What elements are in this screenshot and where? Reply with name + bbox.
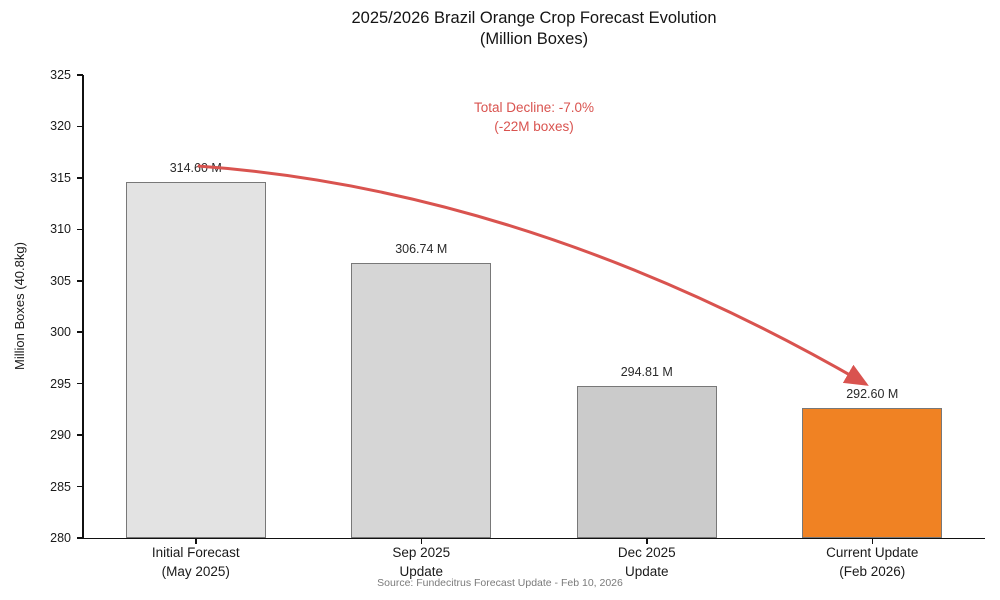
x-tick-mark [871, 538, 873, 544]
x-tick-mark [646, 538, 648, 544]
y-tick-label: 290 [50, 428, 71, 443]
bar [576, 385, 717, 538]
y-tick-label: 305 [50, 273, 71, 288]
y-axis-spine [82, 75, 84, 539]
x-tick-label-line: (Feb 2026) [839, 564, 906, 579]
y-tick-label: 285 [50, 479, 71, 494]
x-tick-label-line: Sep 2025 [392, 545, 451, 560]
y-tick-label: 320 [50, 119, 71, 134]
bar [351, 262, 492, 538]
x-tick-label-line: Update [399, 564, 444, 579]
y-tick-mark [77, 382, 83, 385]
y-tick-label: 325 [50, 68, 71, 82]
x-tick-label-line: (May 2025) [161, 564, 230, 579]
y-tick-mark [77, 177, 83, 179]
x-tick-label: Current Update (Feb 2026) [772, 543, 972, 581]
x-axis-spine [82, 537, 985, 540]
bar-value-label: 314.60 M [169, 161, 222, 175]
x-tick-label-line: Dec 2025 [617, 545, 676, 560]
bar-value-label: 292.60 M [846, 387, 899, 402]
chart-title: 2025/2026 Brazil Orange Crop Forecast Ev… [83, 8, 985, 50]
chart-title-line2: (Million Boxes) [479, 30, 589, 48]
x-tick-mark [195, 538, 197, 544]
y-tick-mark [77, 125, 83, 128]
x-tick-label: Dec 2025 Update [547, 543, 747, 581]
y-tick-label: 295 [50, 376, 71, 391]
y-tick-mark [77, 537, 83, 539]
bar [125, 182, 266, 538]
y-tick-label: 310 [50, 222, 71, 237]
y-tick-label: 280 [50, 531, 71, 545]
y-tick-label: 300 [50, 325, 71, 340]
y-tick-mark [77, 74, 83, 76]
y-tick-label: 315 [50, 170, 71, 185]
bar-value-label: 306.74 M [395, 241, 448, 256]
y-axis-label: Million Boxes (40.8kg) [12, 242, 27, 370]
y-tick-mark [77, 228, 83, 231]
bar [802, 408, 943, 538]
decline-annotation-line1: Total Decline: -7.0% [473, 100, 595, 115]
y-tick-mark [77, 434, 83, 436]
x-tick-label-line: Current Update [826, 545, 919, 560]
decline-annotation-line2: (-22M boxes) [494, 118, 574, 134]
chart-title-line1: 2025/2026 Brazil Orange Crop Forecast Ev… [351, 9, 717, 27]
x-tick-label: Sep 2025 Update [321, 543, 521, 581]
source-caption: Source: Fundecitrus Forecast Update - Fe… [377, 577, 623, 589]
x-tick-label-line: Update [624, 564, 669, 579]
decline-annotation: Total Decline: -7.0% (-22M boxes) [83, 99, 985, 136]
x-tick-label-line: Initial Forecast [151, 545, 240, 560]
y-tick-mark [77, 331, 83, 333]
y-tick-mark [77, 280, 83, 282]
y-tick-mark [77, 485, 83, 488]
x-tick-mark [420, 538, 422, 544]
bar-value-label: 294.81 M [620, 364, 673, 379]
x-tick-label: Initial Forecast (May 2025) [96, 543, 296, 581]
